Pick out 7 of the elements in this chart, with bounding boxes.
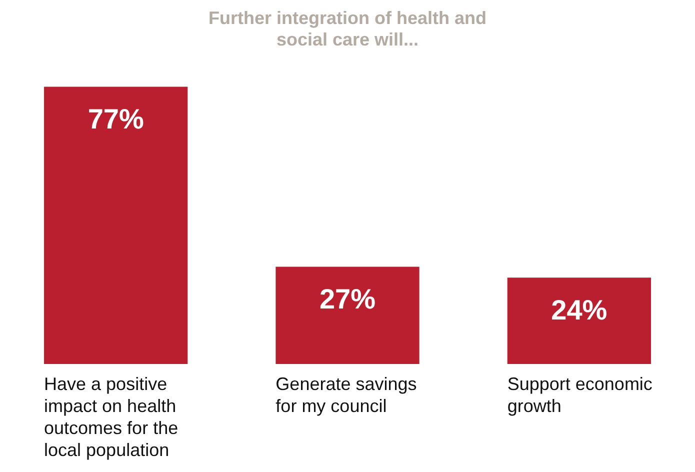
x-tick-label: Generate savings for my council: [276, 374, 417, 416]
chart-title: Further integration of health and social care will...: [208, 8, 486, 50]
data-label: 24%: [551, 294, 608, 326]
x-tick-label: Have a positive impact on health outcomes for the local population: [44, 374, 178, 460]
x-tick-label: Support economic growth: [507, 374, 652, 416]
data-label: 27%: [319, 284, 376, 314]
data-label: 77%: [88, 103, 144, 134]
